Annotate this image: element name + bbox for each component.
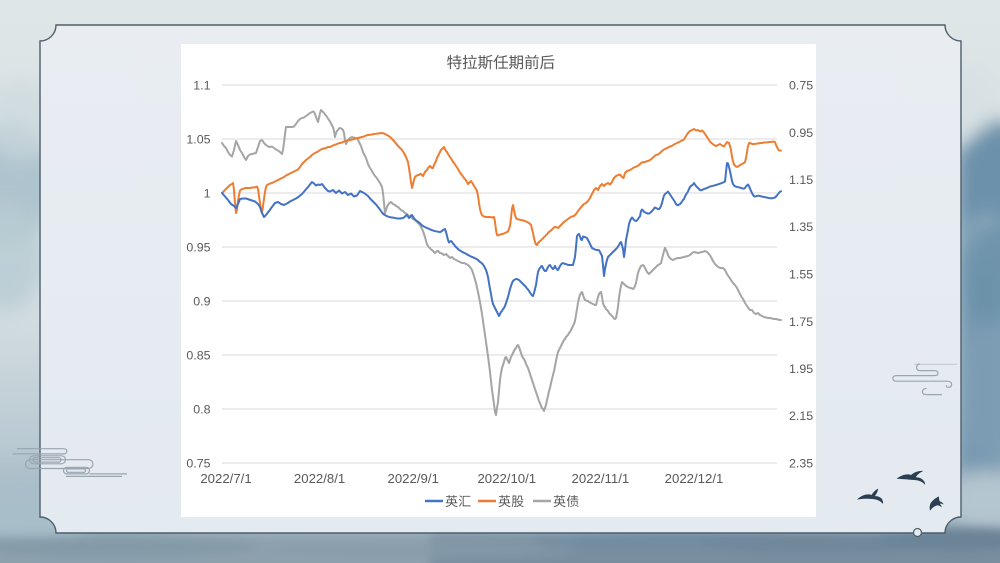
svg-text:2.15: 2.15 — [789, 409, 813, 423]
svg-text:2022/7/1: 2022/7/1 — [200, 471, 251, 486]
svg-text:0.9: 0.9 — [193, 295, 210, 309]
svg-text:2022/10/1: 2022/10/1 — [477, 471, 536, 486]
svg-text:1.05: 1.05 — [186, 133, 210, 147]
svg-text:0.95: 0.95 — [789, 126, 813, 140]
svg-text:2022/8/1: 2022/8/1 — [294, 471, 345, 486]
svg-text:0.75: 0.75 — [186, 457, 210, 471]
svg-text:1.95: 1.95 — [789, 362, 813, 376]
svg-text:2022/11/1: 2022/11/1 — [572, 471, 630, 486]
svg-text:0.85: 0.85 — [186, 349, 210, 363]
svg-text:2022/9/1: 2022/9/1 — [388, 471, 439, 486]
svg-text:1.75: 1.75 — [789, 315, 813, 329]
svg-text:2.35: 2.35 — [789, 457, 813, 471]
svg-text:1.15: 1.15 — [789, 173, 813, 187]
svg-text:1.35: 1.35 — [789, 220, 813, 234]
svg-text:2022/12/1: 2022/12/1 — [665, 471, 724, 486]
svg-text:1: 1 — [204, 187, 211, 201]
svg-text:0.8: 0.8 — [193, 403, 210, 417]
svg-text:1.55: 1.55 — [789, 268, 813, 282]
svg-text:0.95: 0.95 — [186, 241, 210, 255]
svg-text:1.1: 1.1 — [193, 79, 210, 93]
svg-text:0.75: 0.75 — [789, 79, 813, 93]
